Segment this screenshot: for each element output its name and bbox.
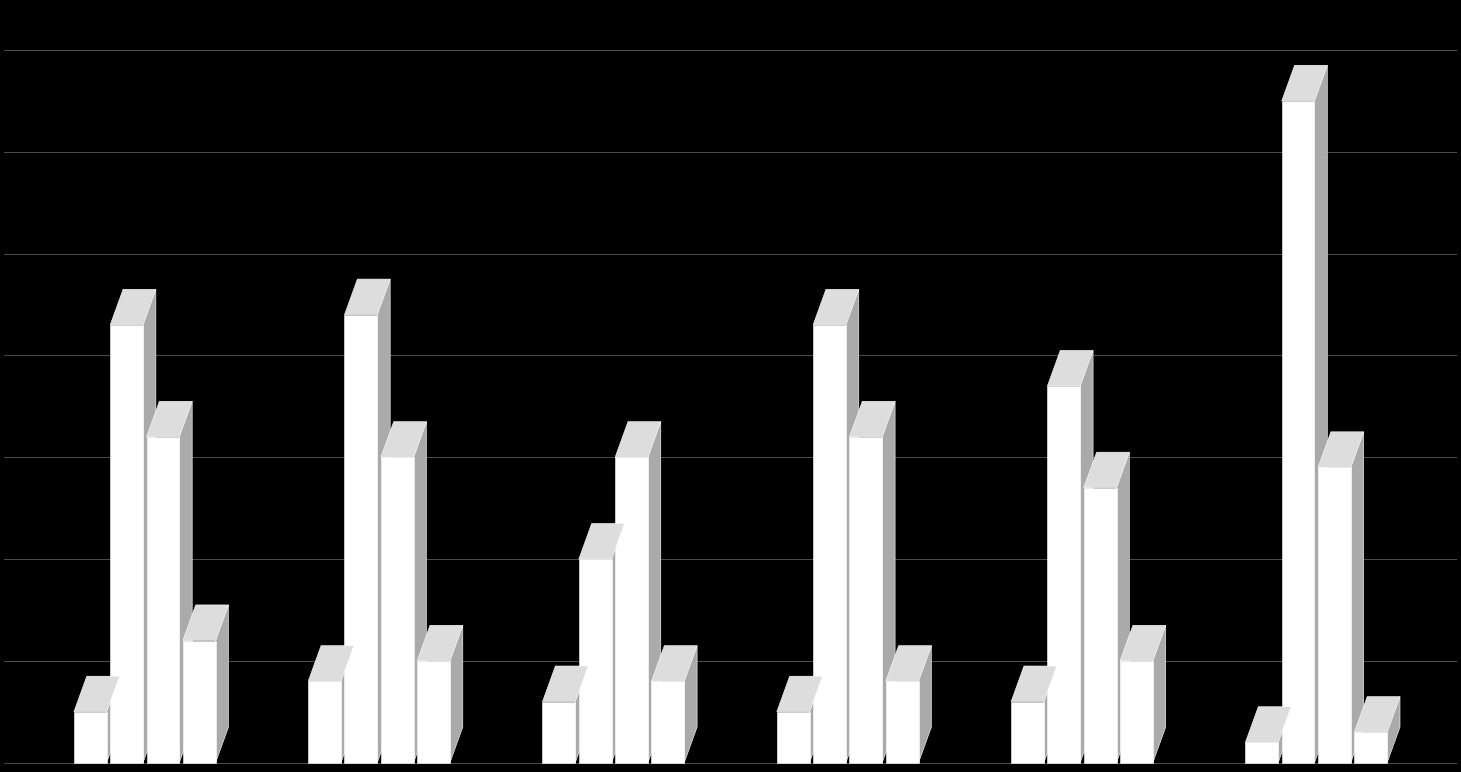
Polygon shape [1121, 661, 1153, 763]
Polygon shape [308, 681, 340, 763]
Polygon shape [381, 457, 413, 763]
Polygon shape [146, 437, 180, 763]
Polygon shape [377, 279, 390, 763]
Polygon shape [1084, 488, 1116, 763]
Polygon shape [647, 422, 660, 763]
Polygon shape [110, 290, 156, 325]
Polygon shape [107, 676, 120, 763]
Polygon shape [1354, 696, 1400, 732]
Polygon shape [885, 645, 932, 681]
Polygon shape [846, 290, 859, 763]
Polygon shape [345, 279, 390, 315]
Polygon shape [180, 401, 193, 763]
Polygon shape [345, 315, 377, 763]
Polygon shape [340, 645, 354, 763]
Polygon shape [615, 422, 660, 457]
Polygon shape [579, 559, 612, 763]
Polygon shape [183, 641, 216, 763]
Polygon shape [1043, 666, 1056, 763]
Polygon shape [75, 676, 120, 712]
Polygon shape [1354, 732, 1386, 763]
Polygon shape [1281, 101, 1315, 763]
Polygon shape [579, 523, 624, 559]
Polygon shape [576, 666, 589, 763]
Polygon shape [75, 712, 107, 763]
Polygon shape [418, 625, 463, 661]
Polygon shape [1080, 350, 1093, 763]
Polygon shape [1245, 706, 1292, 743]
Polygon shape [809, 676, 823, 763]
Polygon shape [684, 645, 697, 763]
Polygon shape [418, 661, 450, 763]
Polygon shape [143, 290, 156, 763]
Polygon shape [1153, 625, 1166, 763]
Polygon shape [652, 645, 697, 681]
Polygon shape [919, 645, 932, 763]
Polygon shape [1386, 696, 1400, 763]
Polygon shape [413, 422, 427, 763]
Polygon shape [612, 523, 624, 763]
Polygon shape [1281, 66, 1328, 101]
Polygon shape [216, 605, 228, 763]
Polygon shape [1011, 666, 1056, 702]
Polygon shape [1315, 66, 1328, 763]
Polygon shape [183, 605, 228, 641]
Polygon shape [1116, 452, 1129, 763]
Polygon shape [814, 290, 859, 325]
Polygon shape [1318, 468, 1351, 763]
Polygon shape [542, 666, 589, 702]
Polygon shape [450, 625, 463, 763]
Polygon shape [849, 401, 896, 437]
Polygon shape [308, 645, 354, 681]
Polygon shape [615, 457, 647, 763]
Polygon shape [1084, 452, 1129, 488]
Polygon shape [381, 422, 427, 457]
Polygon shape [849, 437, 882, 763]
Polygon shape [777, 676, 823, 712]
Polygon shape [110, 325, 143, 763]
Polygon shape [1278, 706, 1292, 763]
Polygon shape [1351, 432, 1363, 763]
Polygon shape [1121, 625, 1166, 661]
Polygon shape [882, 401, 896, 763]
Polygon shape [146, 401, 193, 437]
Polygon shape [1318, 432, 1363, 468]
Polygon shape [885, 681, 919, 763]
Polygon shape [1245, 743, 1278, 763]
Polygon shape [1048, 386, 1080, 763]
Polygon shape [777, 712, 809, 763]
Polygon shape [1011, 702, 1043, 763]
Polygon shape [542, 702, 576, 763]
Polygon shape [814, 325, 846, 763]
Polygon shape [652, 681, 684, 763]
Polygon shape [1048, 350, 1093, 386]
